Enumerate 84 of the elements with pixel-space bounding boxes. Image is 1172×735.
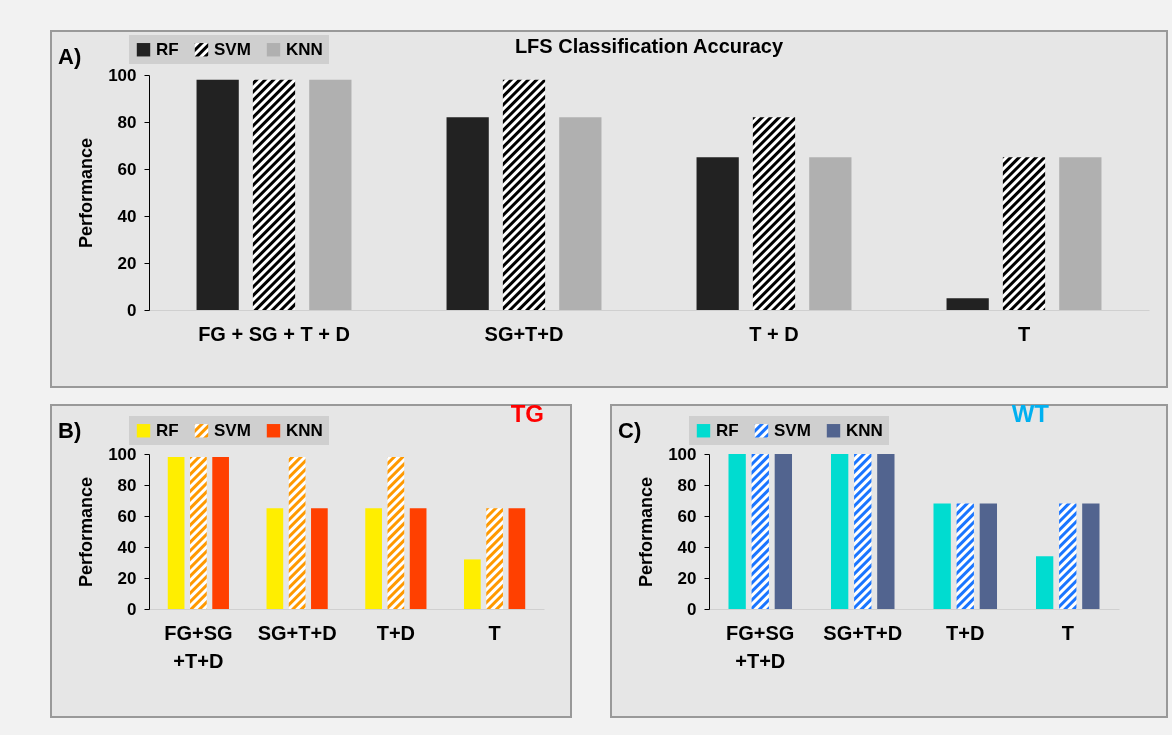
legend-label: SVM	[214, 39, 251, 59]
x-tick-label: T+D	[376, 621, 416, 644]
chart-title: LFS Classification Accuracy	[514, 35, 784, 57]
legend-label: KNN	[286, 39, 323, 59]
x-tick-label: SG+T+D	[257, 621, 337, 644]
bar	[956, 503, 974, 609]
x-tick-label: SG+T+D	[823, 621, 903, 644]
legend-label: RF	[156, 39, 179, 59]
bar	[502, 79, 546, 310]
bar	[387, 457, 405, 609]
bar	[809, 157, 852, 310]
text: B)	[58, 418, 82, 444]
chart-subtitle: WT	[1011, 400, 1050, 427]
legend-label: KNN	[286, 420, 323, 440]
y-tick-label: 0	[687, 599, 697, 619]
bar	[559, 117, 602, 310]
bar	[946, 298, 989, 310]
bar	[774, 454, 793, 609]
y-axis-title: Performance	[76, 476, 97, 588]
y-tick-label: 0	[127, 300, 137, 320]
bar	[854, 454, 872, 609]
bar	[266, 508, 284, 609]
chart-subtitle: TG	[510, 400, 544, 427]
bar	[311, 508, 328, 609]
bar	[1035, 556, 1054, 609]
y-tick-label: 60	[677, 506, 697, 526]
y-tick-label: 60	[117, 159, 137, 179]
bar	[365, 508, 382, 609]
x-tick-label: T	[488, 621, 501, 644]
bar	[830, 454, 849, 609]
y-tick-label: 20	[677, 568, 697, 588]
bar	[309, 79, 352, 310]
y-tick-label: 20	[117, 568, 137, 588]
y-tick-label: 20	[117, 253, 137, 273]
legend-label: RF	[716, 420, 739, 440]
bar	[979, 503, 998, 609]
y-axis-title: Performance	[76, 137, 97, 249]
x-tick-label: T+D	[946, 621, 985, 644]
bar	[1002, 157, 1046, 310]
x-tick-label: T	[1061, 621, 1074, 644]
bar	[728, 454, 746, 609]
x-tick-label: FG + SG + T + D	[198, 322, 350, 345]
bar	[196, 79, 239, 310]
bar	[190, 457, 207, 609]
text: C)	[618, 418, 642, 444]
bar	[696, 157, 739, 310]
bar	[464, 559, 481, 609]
y-tick-label: 80	[117, 475, 137, 495]
bar	[212, 457, 229, 609]
bar	[933, 503, 951, 609]
legend-label: SVM	[214, 420, 251, 440]
x-tick-label: FG+SG +T+D	[726, 621, 795, 672]
bar	[167, 457, 185, 609]
y-tick-label: 0	[127, 599, 137, 619]
bar	[1059, 157, 1102, 310]
x-tick-label: T + D	[749, 322, 799, 345]
bar	[486, 508, 503, 609]
y-tick-label: 80	[117, 112, 137, 132]
bar	[751, 454, 769, 609]
legend-label: KNN	[846, 420, 883, 440]
bar	[446, 117, 489, 310]
bar	[877, 454, 895, 609]
legend-label: RF	[156, 420, 179, 440]
x-tick-label: FG+SG +T+D	[164, 621, 233, 672]
y-tick-label: 80	[677, 475, 697, 495]
bar	[1059, 503, 1077, 609]
y-tick-label: 40	[677, 537, 697, 557]
bar	[252, 79, 296, 310]
x-tick-label: T	[1017, 322, 1031, 345]
bar	[1082, 503, 1100, 609]
y-tick-label: 100	[668, 444, 697, 464]
x-tick-label: SG+T+D	[484, 322, 564, 345]
bar	[752, 117, 796, 310]
y-tick-label: 40	[117, 537, 137, 557]
y-tick-label: 100	[108, 65, 137, 85]
bar	[409, 508, 427, 609]
y-tick-label: 100	[108, 444, 137, 464]
bar	[508, 508, 526, 609]
legend-label: SVM	[774, 420, 811, 440]
y-tick-label: 40	[117, 206, 137, 226]
bar	[288, 457, 306, 609]
text: A)	[58, 44, 82, 70]
y-tick-label: 60	[117, 506, 137, 526]
y-axis-title: Performance	[636, 476, 657, 588]
